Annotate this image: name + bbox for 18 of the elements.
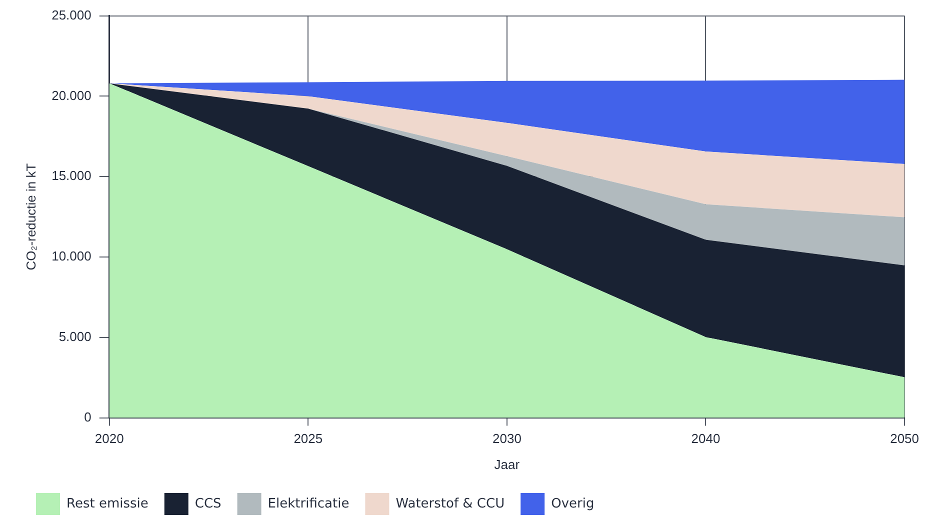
y-tick-label: 5.000 xyxy=(58,328,92,344)
y-tick-label: 15.000 xyxy=(52,168,92,184)
x-axis-title: Jaar xyxy=(494,456,520,472)
y-tick-label: 0 xyxy=(84,409,92,424)
x-tick-label: 2030 xyxy=(492,431,522,446)
y-tick-label: 10.000 xyxy=(52,248,92,264)
legend-label: Rest emissie xyxy=(66,496,148,512)
x-tick-label: 2040 xyxy=(691,431,720,446)
legend-label: Elektrificatie xyxy=(268,496,350,512)
legend-label: CCS xyxy=(194,496,222,512)
y-tick-label: 25.000 xyxy=(52,7,92,22)
y-axis-title: CO₂-reductie in kT xyxy=(23,163,38,270)
x-tick-label: 2050 xyxy=(890,431,919,446)
x-tick-label: 2020 xyxy=(94,431,124,446)
y-tick-label: 20.000 xyxy=(52,88,92,103)
legend-label: Overig xyxy=(551,496,594,512)
legend-label: Waterstof & CCU xyxy=(396,496,505,512)
x-tick-label: 2025 xyxy=(294,431,323,446)
